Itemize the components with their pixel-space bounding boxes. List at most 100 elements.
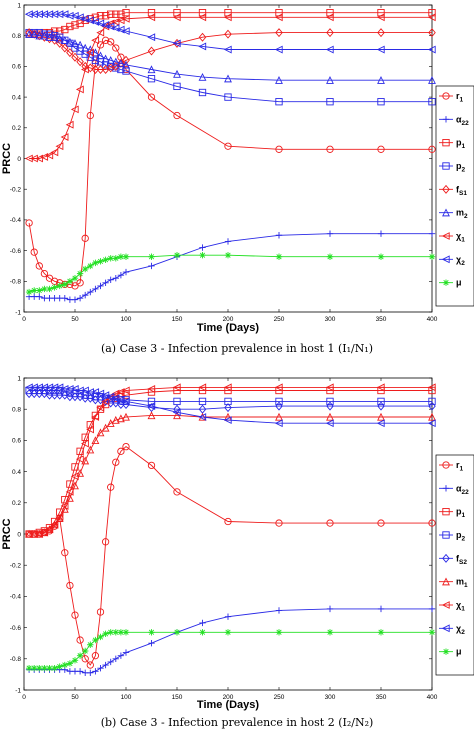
- data-point: [96, 19, 105, 28]
- legend-marker: [442, 485, 450, 492]
- data-point: [92, 668, 99, 675]
- data-point: [326, 519, 334, 527]
- data-point: [96, 41, 105, 49]
- data-point: [427, 45, 436, 54]
- data-point: [96, 389, 105, 398]
- x-tick-label: 250: [274, 694, 285, 701]
- legend-entry: χ1: [439, 231, 465, 244]
- data-point: [71, 275, 79, 282]
- data-point: [65, 487, 74, 496]
- data-point: [71, 52, 79, 62]
- data-point: [107, 38, 115, 46]
- data-point: [199, 619, 206, 627]
- data-point: [116, 395, 125, 404]
- data-point: [81, 433, 89, 441]
- figure-caption: (b) Case 3 - Infection prevalence in hos…: [101, 716, 374, 729]
- data-point: [428, 397, 436, 406]
- legend-label: μ: [456, 647, 462, 657]
- data-point: [116, 25, 125, 34]
- data-point: [45, 151, 54, 160]
- data-point: [92, 259, 99, 267]
- data-point: [428, 629, 436, 636]
- data-point: [76, 294, 84, 302]
- data-point: [147, 402, 156, 411]
- data-point: [36, 287, 43, 294]
- legend-marker: [441, 624, 450, 633]
- data-point: [70, 105, 79, 114]
- y-tick-label: 0.4: [12, 94, 21, 101]
- data-point: [92, 285, 99, 293]
- series-χ₂: [24, 10, 436, 54]
- data-point: [61, 661, 68, 669]
- data-point: [428, 230, 436, 237]
- data-point: [122, 649, 130, 656]
- data-point: [87, 641, 94, 648]
- data-point: [122, 55, 130, 65]
- data-point: [377, 401, 385, 411]
- data-point: [50, 520, 59, 529]
- data-point: [147, 65, 156, 74]
- x-tick-label: 400: [427, 316, 438, 323]
- x-tick-label: 300: [325, 694, 336, 701]
- y-tick-label: 0.2: [12, 125, 21, 132]
- data-point: [71, 296, 79, 303]
- data-point: [122, 9, 130, 17]
- data-point: [107, 483, 115, 491]
- x-tick-label: 50: [71, 694, 79, 701]
- legend-entry: m1: [439, 577, 468, 589]
- data-point: [112, 275, 119, 282]
- data-point: [101, 396, 110, 406]
- data-point: [275, 76, 283, 84]
- legend-label: χ2: [456, 254, 465, 267]
- data-point: [275, 607, 283, 614]
- data-point: [111, 17, 120, 26]
- data-point: [377, 98, 385, 106]
- data-point: [198, 397, 207, 406]
- data-point: [101, 397, 110, 406]
- data-point: [61, 43, 69, 53]
- series-m₂: [25, 29, 436, 84]
- data-point: [172, 13, 181, 22]
- data-point: [80, 65, 89, 74]
- series-μ: [25, 629, 436, 672]
- data-point: [198, 88, 207, 97]
- data-point: [82, 265, 89, 273]
- x-tick-label: 100: [121, 694, 132, 701]
- legend-marker: [442, 184, 450, 194]
- data-point: [224, 403, 232, 413]
- data-point: [117, 271, 125, 279]
- data-point: [71, 611, 79, 619]
- legend-label: r1: [456, 91, 464, 104]
- data-point: [61, 294, 68, 302]
- x-tick-label: 300: [325, 316, 336, 323]
- data-point: [172, 408, 181, 417]
- data-point: [97, 664, 104, 672]
- data-point: [75, 13, 84, 22]
- data-point: [428, 145, 436, 153]
- legend-marker: [442, 279, 450, 286]
- data-point: [96, 403, 105, 412]
- data-point: [326, 412, 334, 421]
- data-point: [50, 148, 59, 157]
- legend-marker: [442, 648, 450, 655]
- data-point: [86, 48, 94, 57]
- data-point: [50, 32, 59, 40]
- data-point: [87, 262, 94, 270]
- data-point: [102, 661, 109, 669]
- data-point: [81, 43, 90, 52]
- data-point: [70, 11, 79, 20]
- data-point: [50, 390, 59, 400]
- data-point: [76, 447, 84, 455]
- series-α₂₂: [25, 230, 436, 303]
- data-point: [35, 383, 43, 392]
- data-point: [65, 384, 74, 393]
- data-point: [275, 629, 283, 636]
- y-tick-label: -1: [15, 687, 21, 694]
- data-point: [274, 13, 283, 22]
- data-point: [122, 442, 130, 451]
- data-point: [71, 39, 79, 48]
- data-point: [223, 416, 232, 425]
- data-point: [87, 669, 94, 677]
- legend-label: p2: [456, 530, 466, 543]
- data-point: [75, 455, 84, 464]
